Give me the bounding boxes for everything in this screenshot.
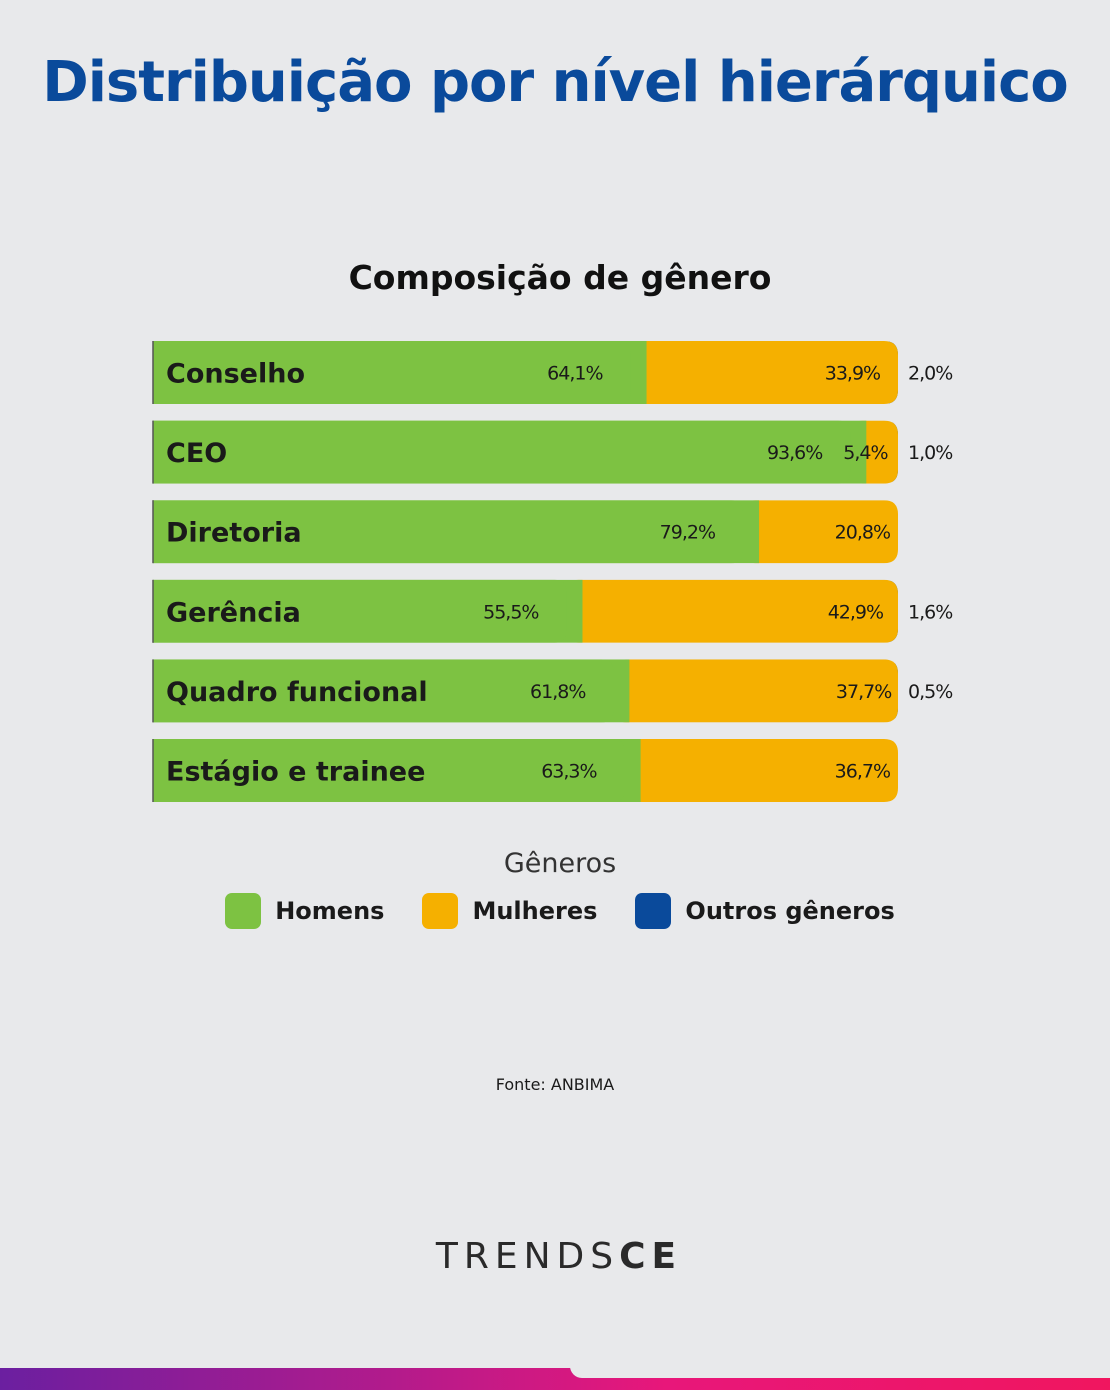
bar-homens-cap-quadro-funcional bbox=[153, 659, 614, 723]
legend-item-outros: Outros gêneros bbox=[635, 893, 895, 929]
bar-homens-cap-estagio-e-trainee bbox=[153, 739, 625, 802]
page-title: Distribuição por nível hierárquico bbox=[42, 50, 1069, 115]
value-label-homens-estagio-e-trainee: 63,3% bbox=[541, 761, 596, 783]
bar-mulheres-conselho bbox=[630, 341, 898, 404]
legend-item-mulheres: Mulheres bbox=[422, 893, 597, 929]
bar-homens-cap-gerencia bbox=[153, 579, 567, 643]
bar-row-ceo bbox=[153, 420, 898, 484]
bar-mulheres-gerencia bbox=[566, 579, 898, 643]
brand-part-1: TRENDS bbox=[435, 1236, 620, 1277]
legend: Homens Mulheres Outros gêneros bbox=[0, 893, 1110, 929]
value-label-mulheres-quadro-funcional: 37,7% bbox=[836, 681, 891, 703]
value-label-homens-diretoria: 79,2% bbox=[660, 522, 715, 544]
value-label-outros-conselho: 2,0% bbox=[908, 363, 952, 385]
bar-homens-cap-conselho bbox=[153, 341, 631, 404]
bottom-bar-notch bbox=[570, 1366, 1110, 1378]
bar-row-estagio-e-trainee bbox=[153, 739, 898, 802]
value-label-homens-ceo: 93,6% bbox=[767, 442, 822, 464]
value-label-homens-quadro-funcional: 61,8% bbox=[530, 681, 585, 703]
bar-row-diretoria bbox=[153, 500, 898, 564]
category-label-conselho: Conselho bbox=[166, 359, 305, 390]
value-label-outros-ceo: 1,0% bbox=[908, 442, 952, 464]
value-label-mulheres-gerencia: 42,9% bbox=[828, 601, 883, 623]
legend-label-outros: Outros gêneros bbox=[685, 897, 895, 925]
category-label-diretoria: Diretoria bbox=[166, 518, 302, 549]
value-label-homens-gerencia: 55,5% bbox=[483, 601, 538, 623]
source-note: Fonte: ANBIMA bbox=[495, 1075, 615, 1094]
bar-row-conselho bbox=[153, 341, 898, 404]
category-label-ceo: CEO bbox=[166, 438, 227, 469]
brand-part-2: CE bbox=[619, 1236, 683, 1277]
legend-swatch-mulheres bbox=[422, 893, 459, 929]
bar-mulheres-estagio-e-trainee bbox=[624, 739, 898, 802]
value-label-mulheres-estagio-e-trainee: 36,7% bbox=[835, 761, 890, 783]
bar-homens-cap-ceo bbox=[153, 420, 851, 484]
bar-mulheres-diretoria bbox=[743, 500, 898, 564]
value-label-outros-quadro-funcional: 0,5% bbox=[908, 681, 952, 703]
legend-label-homens: Homens bbox=[275, 897, 385, 925]
brand-logo: TRENDSCE bbox=[0, 1236, 1110, 1277]
value-label-mulheres-conselho: 33,9% bbox=[825, 363, 880, 385]
value-label-outros-gerencia: 1,6% bbox=[908, 601, 952, 623]
bar-homens-cap-diretoria bbox=[153, 500, 744, 564]
bar-row-gerencia bbox=[153, 579, 898, 643]
category-label-gerencia: Gerência bbox=[166, 597, 301, 628]
value-label-mulheres-diretoria: 20,8% bbox=[835, 522, 890, 544]
value-label-homens-conselho: 64,1% bbox=[547, 363, 602, 385]
bar-row-quadro-funcional bbox=[153, 659, 898, 723]
stacked-bar-chart: Conselho 64,1% 33,9% 2,0% CEO 93,6% 5,4% 1,0% Di… bbox=[152, 341, 953, 802]
bar-mulheres-quadro-funcional bbox=[613, 659, 898, 723]
category-label-estagio-e-trainee: Estágio e trainee bbox=[166, 757, 425, 788]
legend-swatch-outros bbox=[635, 893, 672, 929]
value-label-mulheres-ceo: 5,4% bbox=[843, 442, 887, 464]
legend-label-mulheres: Mulheres bbox=[472, 897, 598, 925]
category-label-quadro-funcional: Quadro funcional bbox=[166, 677, 428, 708]
chart-title: Composição de gênero bbox=[348, 258, 772, 297]
legend-title: Gêneros bbox=[503, 848, 617, 879]
legend-item-homens: Homens bbox=[225, 893, 384, 929]
legend-swatch-homens bbox=[225, 893, 262, 929]
